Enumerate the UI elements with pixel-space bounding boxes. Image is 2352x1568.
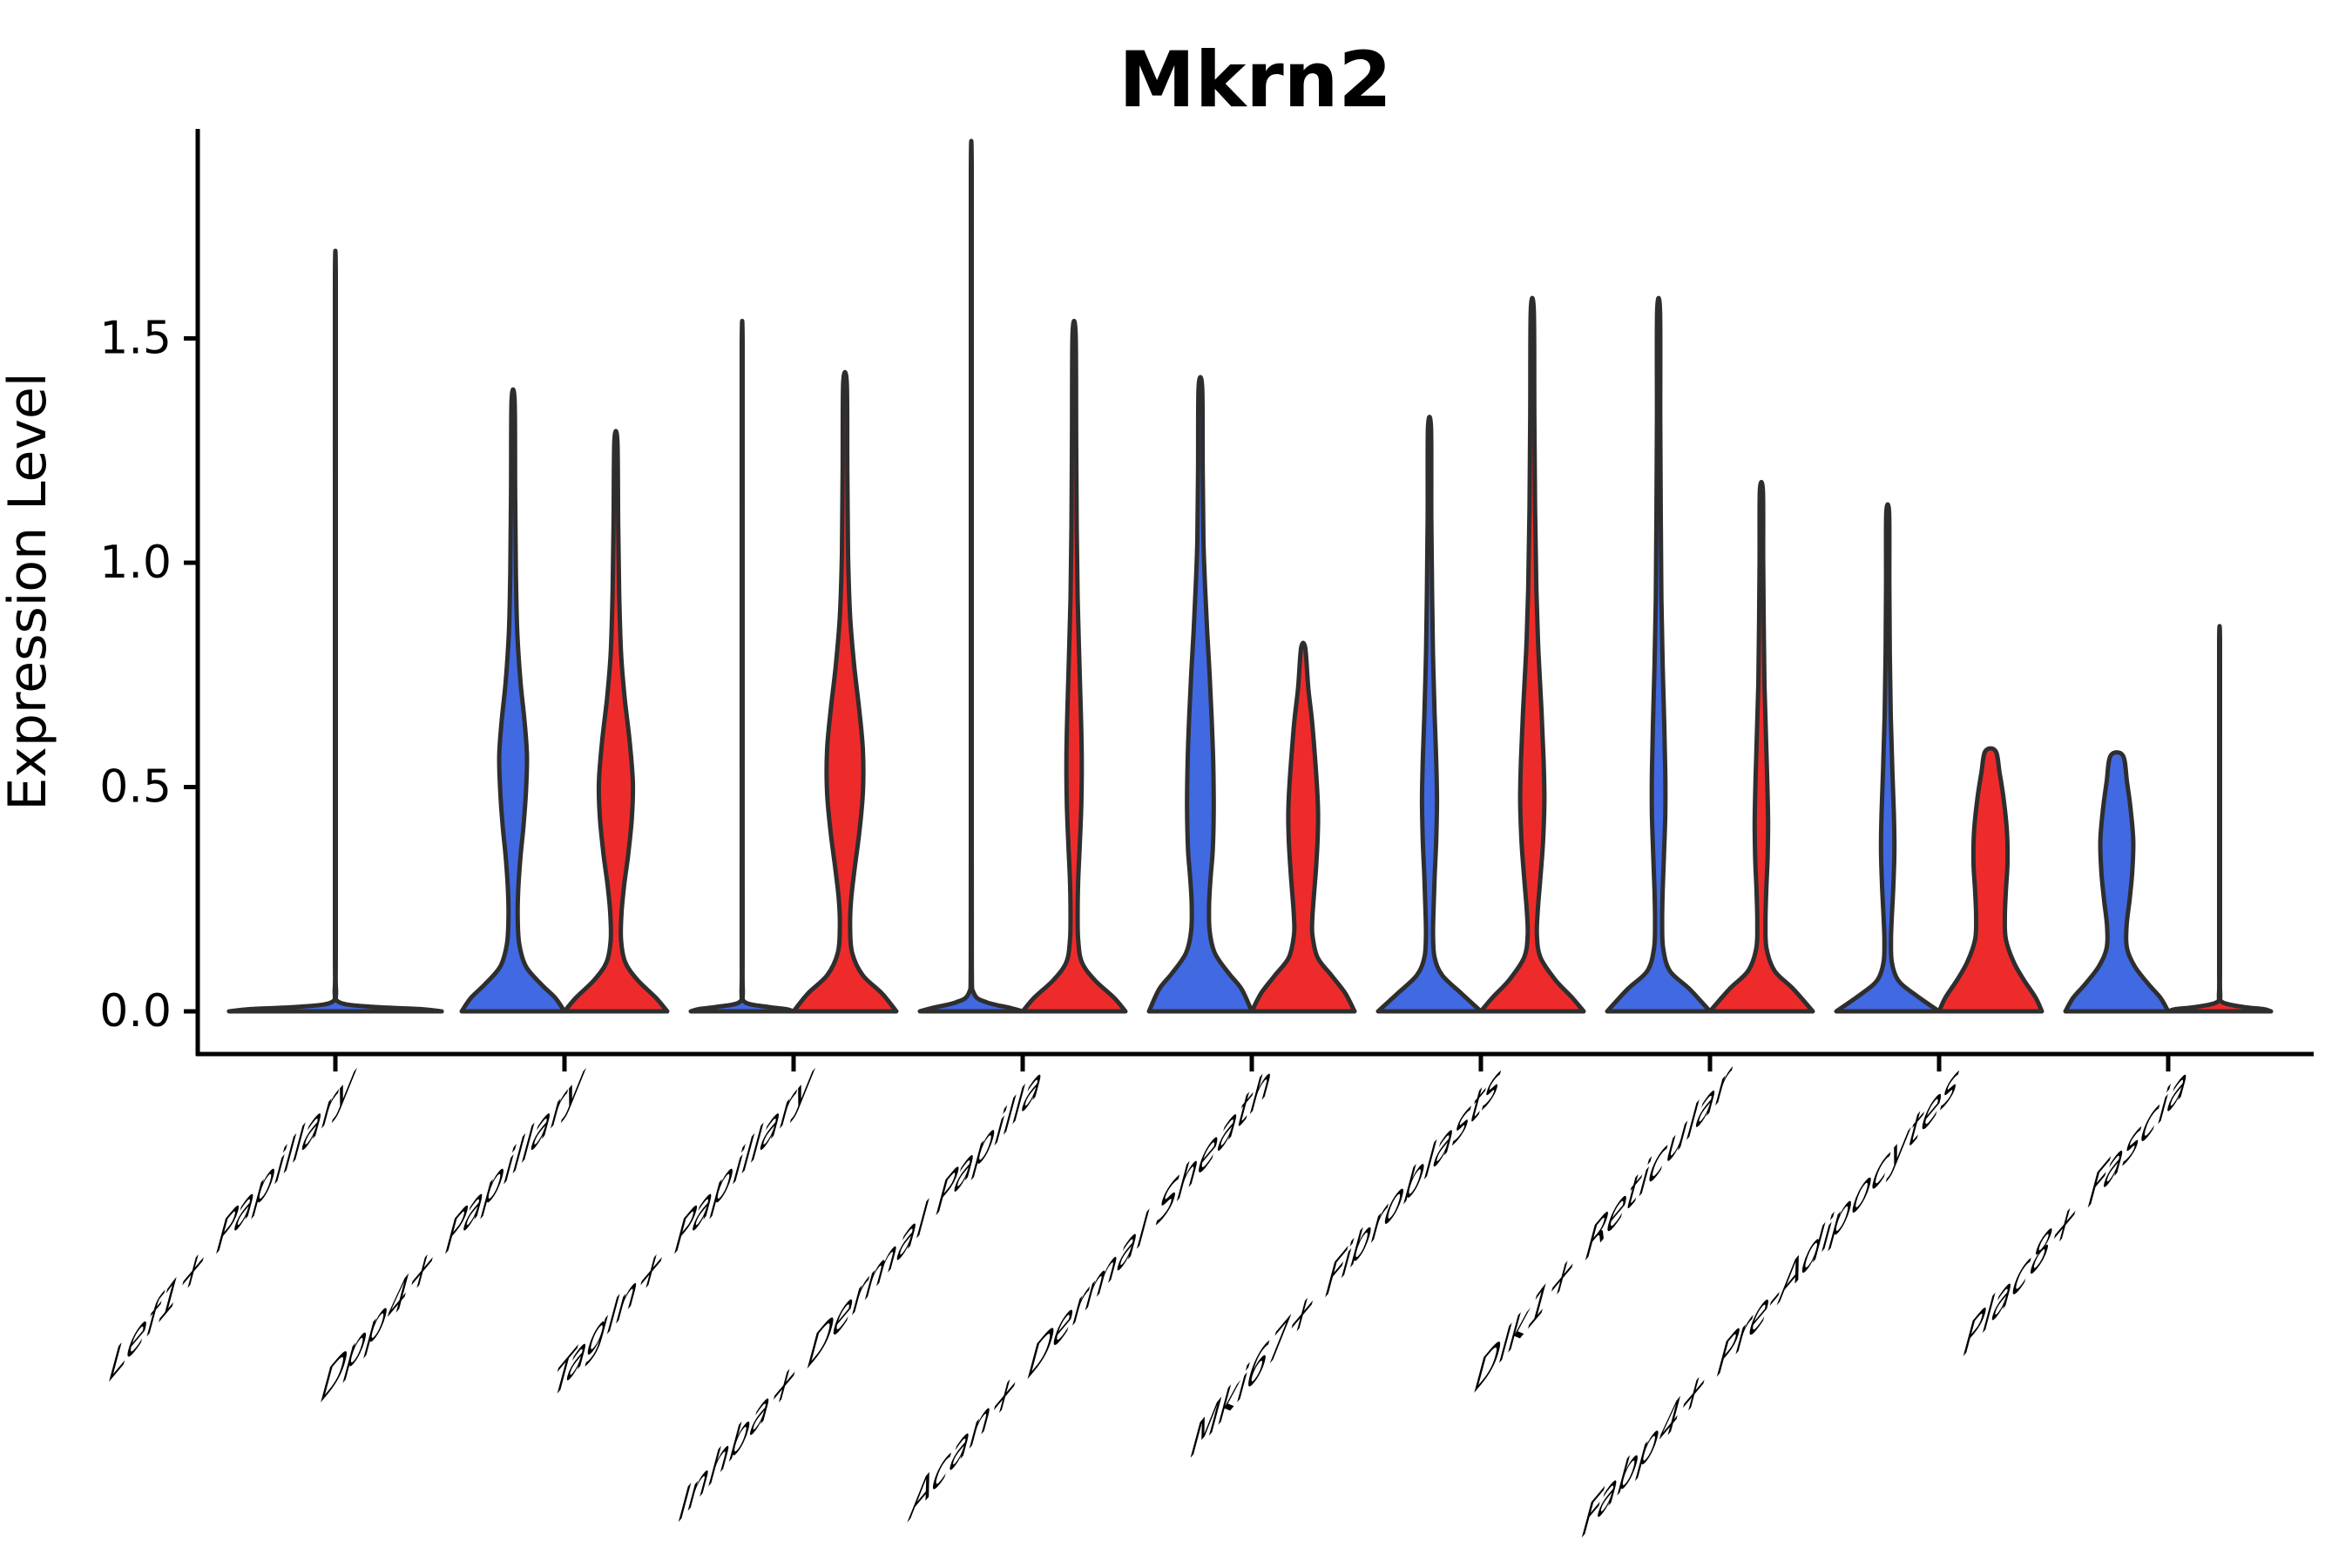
y-tick-label-1: 0.5 bbox=[99, 761, 172, 814]
violin-inhba-blue bbox=[917, 139, 1025, 1014]
violin-dpp4-blue bbox=[459, 387, 567, 1014]
chart-title: Mkrn2 bbox=[1119, 35, 1391, 125]
violin-tagln-blue bbox=[688, 319, 796, 1014]
violin-mki67-red bbox=[1478, 295, 1586, 1014]
violin-plac8-blue bbox=[2063, 750, 2171, 1014]
y-tick-label-3: 1.5 bbox=[99, 313, 172, 365]
x-category-label-3: Inhba+ Dermal Papilla bbox=[672, 1048, 1050, 1538]
violin-inhba-red bbox=[1020, 319, 1128, 1014]
violin-dpp4-red bbox=[562, 429, 670, 1014]
violin-fabp4-blue bbox=[1834, 502, 1942, 1014]
y-tick-label-0: 0.0 bbox=[99, 985, 172, 1037]
violin-dlk1-blue bbox=[1605, 295, 1713, 1014]
x-category-label-1: Dpp4+ Papillary bbox=[314, 1048, 592, 1418]
violin-tagln-red bbox=[791, 369, 899, 1014]
violin-fabp4-red bbox=[1936, 746, 2044, 1014]
violin-mki67-blue bbox=[1375, 415, 1484, 1014]
y-tick-label-2: 1.0 bbox=[99, 537, 172, 589]
y-axis-label: Expression Level bbox=[0, 372, 58, 810]
x-category-label-8: Plac8+ Fascia bbox=[1957, 1048, 2196, 1372]
violin-plac8-red bbox=[2166, 624, 2274, 1014]
x-category-label-4: Acan+ Dermal Sheath bbox=[903, 1048, 1280, 1535]
violin-lef1-blue bbox=[226, 248, 444, 1014]
x-category-label-2: Tagln+ Papillary bbox=[545, 1048, 821, 1416]
x-category-label-0: Lef1+ Papillary bbox=[103, 1048, 363, 1397]
violin-dlk1-red bbox=[1707, 479, 1815, 1014]
x-category-label-7: Fabp4+ Pre-Adipocytes bbox=[1575, 1048, 1967, 1553]
violin-acan-blue bbox=[1146, 375, 1254, 1014]
x-category-label-6: Dlk1+ Reticular bbox=[1468, 1048, 1738, 1409]
violin-acan-red bbox=[1249, 640, 1357, 1014]
